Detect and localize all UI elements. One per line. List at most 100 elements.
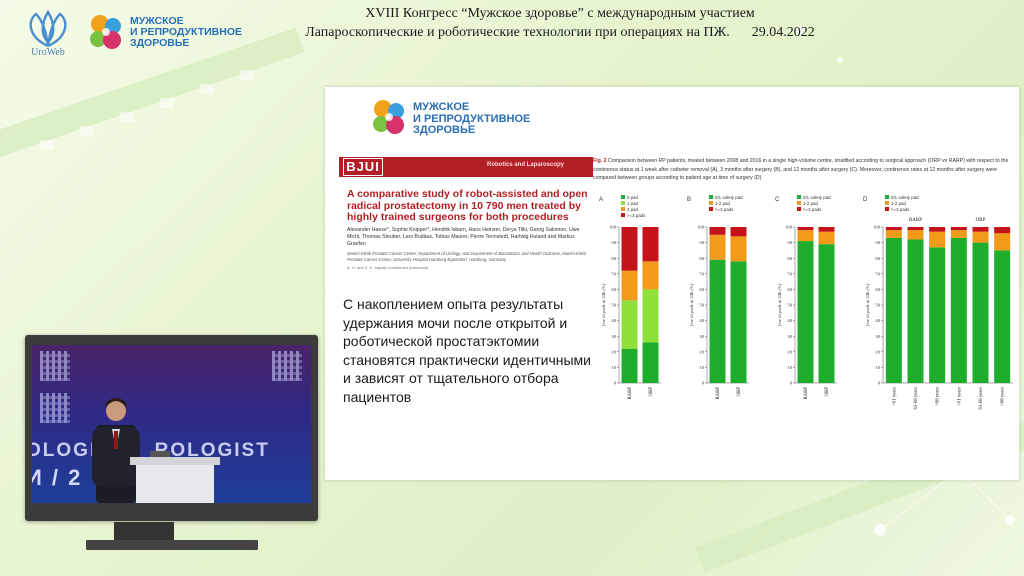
x-tick-label: <61 years	[957, 387, 962, 406]
y-tick-label: 70	[787, 271, 792, 276]
bar-segment	[929, 247, 946, 383]
y-axis-label: Use of pads in 24h (%)	[689, 283, 694, 326]
slide-brand-line-3: ЗДОРОВЬЕ	[413, 124, 476, 136]
paper-excerpt: BJUI Robotics and Laparoscopy A comparat…	[339, 157, 593, 345]
bar-segment	[885, 237, 902, 383]
legend-label: >=3 pads	[803, 207, 822, 212]
header-line-2: Лапароскопические и роботические техноло…	[305, 25, 730, 40]
x-tick-label: RARP	[628, 387, 633, 400]
y-tick-label: 80	[875, 256, 880, 261]
puzzle-logo-icon	[373, 100, 404, 134]
y-tick-label: 30	[699, 334, 704, 339]
bar-segment	[621, 348, 638, 383]
figure-caption-text: Comparison between RP patients, treated …	[593, 158, 1009, 182]
bar-segment	[621, 270, 638, 301]
y-tick-label: 20	[611, 349, 616, 354]
bar-segment	[885, 230, 902, 238]
y-tick-label: 90	[787, 240, 792, 245]
monitor-stand-base	[86, 540, 258, 550]
y-tick-label: 50	[875, 303, 880, 308]
legend-swatch	[797, 195, 801, 199]
bar-segment	[818, 244, 835, 383]
header-date: 29.04.2022	[751, 25, 815, 40]
legend-label: >=3 pads	[627, 213, 646, 218]
stage-backdrop-text: OLOGIST ROLOGIST	[32, 440, 270, 461]
paper-note: A. H. and S. K. equally contributed auth…	[347, 265, 430, 270]
figure-label: Fig. 2	[593, 158, 607, 164]
y-tick-label: 100	[609, 225, 617, 230]
legend-swatch	[885, 195, 889, 199]
bar-segment	[797, 241, 814, 383]
legend-swatch	[885, 201, 889, 205]
y-tick-label: 80	[699, 256, 704, 261]
slide-brand-logo: МУЖСКОЕ И РЕПРОДУКТИВНОЕ ЗДОРОВЬЕ	[369, 95, 549, 139]
y-tick-label: 90	[875, 240, 880, 245]
paper-authors: Alexander Haese*, Sophie Knipper*, Hendr…	[347, 227, 580, 247]
y-tick-label: 60	[875, 287, 880, 292]
y-tick-label: 90	[699, 240, 704, 245]
bar-segment	[642, 289, 659, 343]
bar-segment	[642, 227, 659, 262]
brand-line-1: МУЖСКОЕ	[130, 15, 184, 27]
y-tick-label: 10	[699, 365, 704, 370]
legend-label: 1 pad	[627, 201, 639, 206]
bar-segment	[709, 234, 726, 260]
y-tick-label: 100	[697, 225, 705, 230]
bar-segment	[797, 230, 814, 242]
bar-segment	[642, 261, 659, 290]
presentation-slide: МУЖСКОЕ И РЕПРОДУКТИВНОЕ ЗДОРОВЬЕ BJUI R…	[325, 87, 1019, 480]
bar-segment	[818, 227, 835, 232]
bar-segment	[929, 231, 946, 248]
panel-label: A	[599, 197, 603, 203]
y-tick-label: 0	[614, 381, 617, 386]
paper-affiliation: Martini-Klinik Prostate Cancer Center, D…	[347, 251, 587, 262]
bar-segment	[972, 242, 989, 383]
stage-qr-code	[272, 351, 302, 381]
y-tick-label: 0	[790, 381, 793, 386]
y-tick-label: 40	[611, 318, 616, 323]
x-tick-label: 61-68 years	[979, 387, 984, 410]
bar-segment	[950, 237, 967, 383]
x-tick-label: 61-68 years	[914, 387, 919, 410]
legend-swatch	[621, 195, 625, 199]
bar-segment	[730, 227, 747, 237]
figure-caption: Fig. 2 Comparison between RP patients, t…	[593, 157, 1015, 183]
y-tick-label: 20	[875, 349, 880, 354]
puzzle-logo-icon	[90, 15, 121, 49]
legend-swatch	[797, 201, 801, 205]
group-label: RARP	[909, 218, 922, 223]
panel-label: C	[775, 197, 780, 203]
legend-swatch	[885, 207, 889, 211]
uroweb-text: UroWeb	[31, 47, 65, 58]
y-tick-label: 20	[787, 349, 792, 354]
y-tick-label: 70	[611, 271, 616, 276]
journal-banner: BJUI Robotics and Laparoscopy	[339, 157, 593, 177]
x-tick-label: >68 years	[1001, 387, 1006, 406]
bar-segment	[972, 227, 989, 232]
x-tick-label: RARP	[716, 387, 721, 400]
legend-label: 0 pad	[627, 195, 639, 200]
panel-label: D	[863, 197, 868, 203]
y-tick-label: 50	[699, 303, 704, 308]
bar-segment	[730, 261, 747, 383]
stage-qr-code	[40, 351, 70, 381]
legend-swatch	[709, 207, 713, 211]
congress-header: XVIII Конгресс “Мужское здоровье” с межд…	[260, 4, 860, 42]
paper-title: A comparative study of robot-assisted an…	[347, 188, 588, 223]
journal-logo: BJUI	[343, 158, 383, 176]
bar-segment	[929, 227, 946, 232]
panel-label: B	[687, 197, 691, 203]
y-tick-label: 30	[875, 334, 880, 339]
bar-segment	[994, 250, 1011, 383]
slide-body-text: С накоплением опыта результаты удержания…	[343, 296, 592, 405]
bar-segment	[709, 227, 726, 235]
bar-segment	[621, 300, 638, 349]
legend-swatch	[709, 195, 713, 199]
legend-label: 0/1 safety pad	[891, 195, 919, 200]
legend-label: 2 pad	[627, 207, 639, 212]
bar-segment	[797, 227, 814, 231]
x-tick-label: RARP	[804, 387, 809, 400]
y-tick-label: 10	[611, 365, 616, 370]
y-tick-label: 40	[699, 318, 704, 323]
y-tick-label: 60	[611, 287, 616, 292]
